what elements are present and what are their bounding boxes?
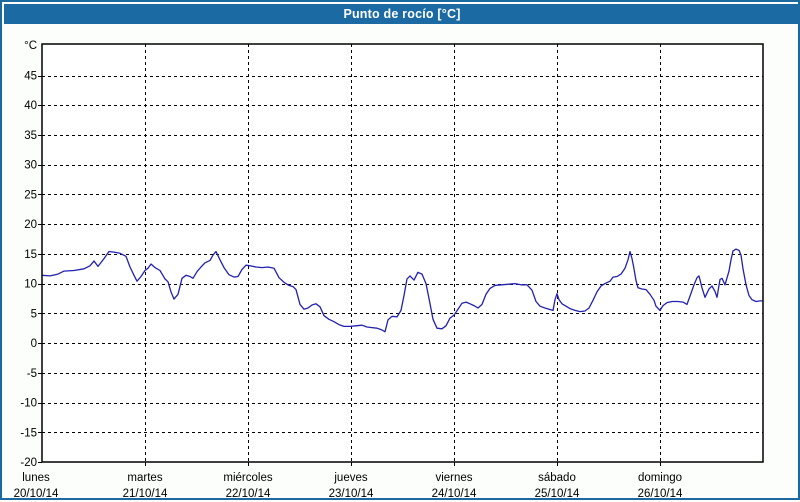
y-tick-label: 30 [24, 160, 37, 172]
y-axis-labels: °C 45 40 35 30 25 20 15 10 5 0 -5 -10 -15 -20 [20, 40, 37, 469]
x-day-name-label: viernes [435, 472, 472, 484]
y-gridlines [42, 76, 763, 433]
y-axis-unit-label: °C [24, 40, 37, 52]
x-day-name-label: domingo [638, 472, 682, 484]
x-day-date-label: 23/10/14 [329, 488, 374, 500]
x-day-date-label: 26/10/14 [638, 488, 683, 500]
dew-point-line [41, 248, 763, 333]
x-day-date-label: 21/10/14 [123, 488, 168, 500]
y-tick-label: 15 [24, 249, 37, 261]
x-day-name-label: lunes [22, 472, 50, 484]
x-day-date-label: 25/10/14 [535, 488, 580, 500]
y-tick-label: 5 [31, 308, 37, 320]
y-tick-label: 10 [24, 279, 37, 291]
y-tick-label: 40 [24, 100, 37, 112]
y-tick-label: -10 [20, 398, 37, 410]
x-day-name-label: martes [127, 472, 162, 484]
x-gridlines [145, 44, 661, 462]
plot-area [42, 44, 763, 462]
y-tick-label: -20 [20, 457, 37, 469]
x-day-date-label: 24/10/14 [432, 488, 477, 500]
y-tick-label: 20 [24, 219, 37, 231]
x-day-name-label: jueves [333, 472, 367, 484]
x-day-date-label: 22/10/14 [226, 488, 271, 500]
y-tick-label: 25 [24, 189, 37, 201]
y-tick-label: -5 [27, 368, 37, 380]
x-day-name-label: sábado [538, 472, 576, 484]
y-tick-label: 45 [24, 71, 37, 83]
x-axis-labels: lunes 20/10/14 martes 21/10/14 miércoles 22/1… [14, 472, 683, 500]
y-tick-label: 0 [31, 338, 37, 350]
chart-title: Punto de rocío [°C] [343, 7, 461, 21]
y-tick-label: -15 [20, 427, 37, 439]
plot-border [41, 43, 764, 463]
series [41, 248, 763, 333]
title-bar: Punto de rocío [°C] [4, 4, 800, 24]
y-tick-label: 35 [24, 130, 37, 142]
x-day-name-label: miércoles [223, 472, 272, 484]
x-day-date-label: 20/10/14 [14, 488, 59, 500]
